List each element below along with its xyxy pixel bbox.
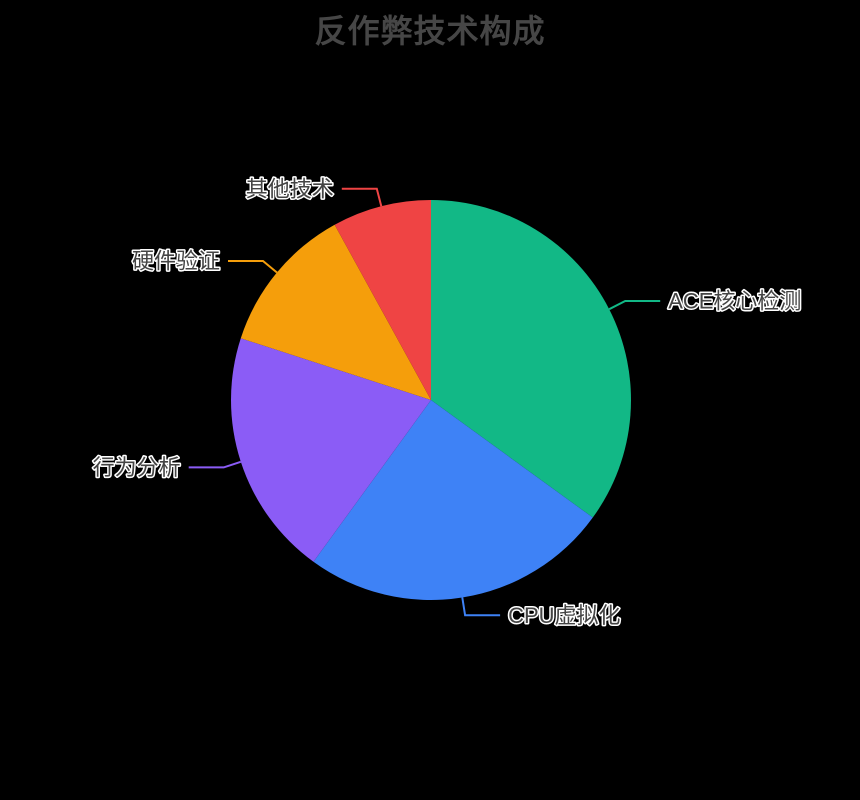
pie-slice-0[interactable] [431, 200, 631, 518]
slice-label-2: 行为分析 [93, 455, 181, 480]
pie-slice-2[interactable] [231, 338, 431, 562]
label-line-0 [608, 300, 661, 311]
pie-slice-1[interactable] [313, 400, 593, 600]
label-line-1 [461, 597, 501, 617]
chart-title: 反作弊技术构成 [314, 13, 546, 49]
slice-label-0: ACE核心检测 [668, 289, 801, 314]
label-line-2 [188, 460, 242, 469]
slice-label-3: 硬件验证 [132, 249, 220, 274]
slice-label-4: 其他技术 [246, 176, 334, 201]
pie-slice-4[interactable] [334, 200, 431, 400]
pie-slice-3[interactable] [240, 224, 431, 400]
slice-label-1: CPU虚拟化 [508, 603, 620, 628]
label-line-4 [341, 187, 383, 207]
label-line-3 [228, 260, 278, 274]
